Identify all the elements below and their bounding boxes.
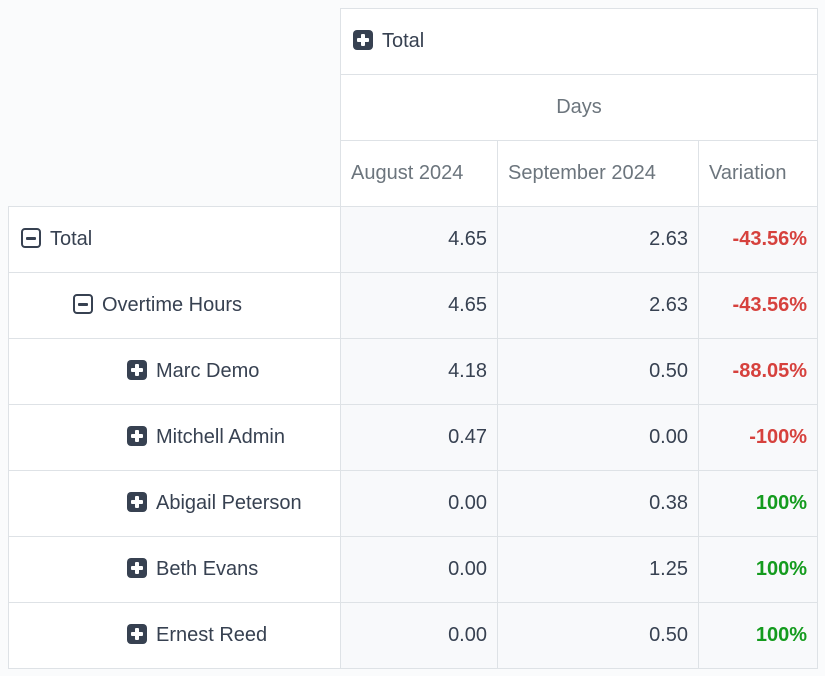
cell-value: 0.00: [497, 404, 699, 471]
column-header-label: August 2024: [351, 162, 464, 184]
pivot-corner-spacer: [9, 9, 341, 207]
row-header-total[interactable]: Total: [8, 206, 341, 273]
column-header-label: September 2024: [508, 162, 656, 184]
row-header-ernest-reed[interactable]: Ernest Reed: [8, 602, 341, 669]
cell-variation: 100%: [697, 602, 819, 669]
cell-value: 2.63: [497, 206, 699, 273]
cell-variation: -88.05%: [697, 338, 819, 405]
row-header-label: Mitchell Admin: [156, 426, 285, 448]
row-header-beth-evans[interactable]: Beth Evans: [8, 536, 341, 603]
cell-variation: -100%: [697, 404, 819, 471]
expand-plus-icon[interactable]: [127, 492, 147, 512]
column-header-label: Variation: [709, 162, 787, 184]
cell-value: 4.18: [340, 338, 498, 405]
column-header-august-2024[interactable]: August 2024: [340, 140, 498, 207]
row-header-abigail-peterson[interactable]: Abigail Peterson: [8, 470, 341, 537]
measure-header-days[interactable]: Days: [339, 74, 819, 141]
cell-value: 4.65: [340, 272, 498, 339]
pivot-table: Total Days August 2024 September 2024 Va…: [8, 8, 819, 669]
cell-value: 0.47: [340, 404, 498, 471]
row-header-marc-demo[interactable]: Marc Demo: [8, 338, 341, 405]
table-row: Overtime Hours 4.65 2.63 -43.56%: [8, 272, 819, 339]
cell-value: 1.25: [497, 536, 699, 603]
expand-plus-icon[interactable]: [127, 624, 147, 644]
cell-variation: 100%: [697, 470, 819, 537]
row-header-label: Beth Evans: [156, 558, 259, 580]
collapse-minus-icon[interactable]: [73, 294, 93, 314]
column-group-header-total[interactable]: Total: [339, 8, 819, 75]
table-row: Ernest Reed 0.00 0.50 100%: [8, 602, 819, 669]
row-header-label: Overtime Hours: [102, 294, 243, 316]
cell-value: 2.63: [497, 272, 699, 339]
cell-value: 0.00: [340, 536, 498, 603]
row-header-label: Ernest Reed: [156, 624, 268, 646]
cell-value: 0.00: [340, 470, 498, 537]
expand-plus-icon[interactable]: [127, 558, 147, 578]
cell-variation: -43.56%: [697, 206, 819, 273]
table-row: Mitchell Admin 0.47 0.00 -100%: [8, 404, 819, 471]
table-row: Abigail Peterson 0.00 0.38 100%: [8, 470, 819, 537]
expand-plus-icon[interactable]: [127, 360, 147, 380]
column-header-variation[interactable]: Variation: [697, 140, 819, 207]
expand-plus-icon[interactable]: [127, 426, 147, 446]
row-header-mitchell-admin[interactable]: Mitchell Admin: [8, 404, 341, 471]
expand-plus-icon[interactable]: [353, 30, 373, 50]
cell-value: 0.50: [497, 338, 699, 405]
cell-value: 0.00: [340, 602, 498, 669]
column-group-header-label: Total: [382, 30, 425, 52]
cell-variation: 100%: [697, 536, 819, 603]
row-header-label: Abigail Peterson: [156, 492, 302, 514]
collapse-minus-icon[interactable]: [21, 228, 41, 248]
table-row: Marc Demo 4.18 0.50 -88.05%: [8, 338, 819, 405]
measure-header-label: Days: [556, 96, 602, 118]
row-header-label: Marc Demo: [156, 360, 260, 382]
table-row: Beth Evans 0.00 1.25 100%: [8, 536, 819, 603]
row-header-overtime-hours[interactable]: Overtime Hours: [8, 272, 341, 339]
cell-variation: -43.56%: [697, 272, 819, 339]
table-row: Total 4.65 2.63 -43.56%: [8, 206, 819, 273]
row-header-label: Total: [50, 228, 93, 250]
cell-value: 0.50: [497, 602, 699, 669]
cell-value: 4.65: [340, 206, 498, 273]
cell-value: 0.38: [497, 470, 699, 537]
column-header-september-2024[interactable]: September 2024: [497, 140, 699, 207]
